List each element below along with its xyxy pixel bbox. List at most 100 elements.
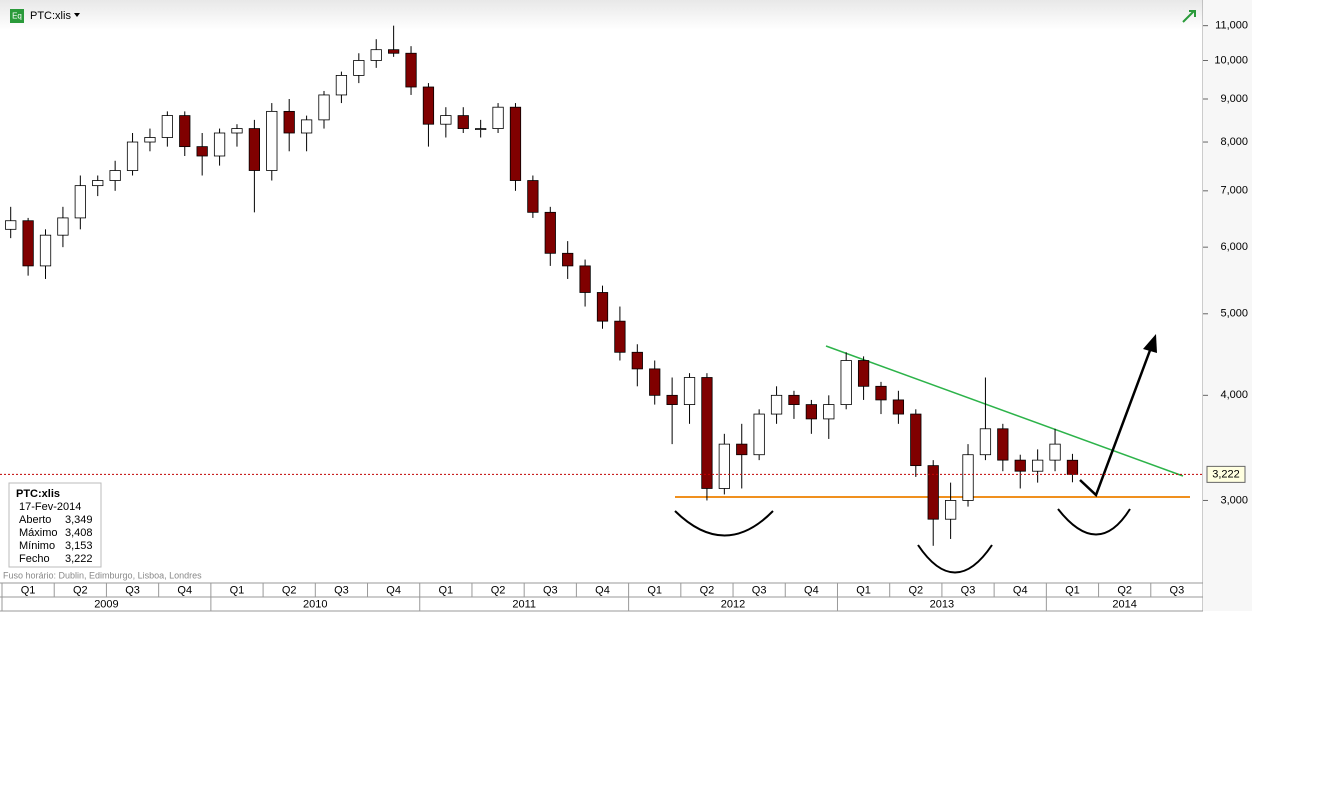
- candle-body: [997, 428, 1009, 461]
- candle-body: [388, 49, 400, 54]
- candle-body: [596, 292, 609, 322]
- candle-body: [1066, 459, 1079, 475]
- y-tick-label: 5,000: [1220, 308, 1248, 320]
- dropdown-arrow[interactable]: [74, 13, 80, 17]
- candle-body: [962, 454, 974, 501]
- info-label: Aberto: [19, 514, 51, 526]
- candle-body: [405, 52, 417, 88]
- candle-body: [1032, 459, 1044, 472]
- quarter-label: Q4: [595, 584, 610, 596]
- y-tick-label: 3,000: [1220, 494, 1248, 506]
- candle-body: [823, 404, 835, 420]
- quarter-label: Q2: [1117, 584, 1132, 596]
- shoulder-curve: [674, 510, 774, 537]
- y-tick-label: 10,000: [1214, 54, 1248, 66]
- candle-body: [770, 394, 783, 415]
- candle-body: [266, 110, 278, 171]
- candle-body: [422, 86, 435, 125]
- candle-body: [300, 119, 313, 134]
- candle-body: [788, 394, 800, 405]
- candle-body: [126, 141, 139, 171]
- arrow-head: [1143, 334, 1157, 353]
- info-value: 3,349: [65, 514, 93, 526]
- candle-body: [631, 351, 643, 370]
- quarter-label: Q3: [752, 584, 767, 596]
- candle-body: [196, 146, 208, 157]
- symbol[interactable]: PTC:xlis: [30, 10, 71, 22]
- candle-body: [370, 49, 382, 61]
- quarter-label: Q1: [21, 584, 36, 596]
- trend-icon[interactable]: [1182, 10, 1196, 23]
- candle-body: [5, 220, 17, 230]
- candle-body: [666, 394, 678, 405]
- year-label: 2010: [303, 598, 327, 610]
- last-price-box: [1206, 465, 1246, 483]
- quarter-label: Q2: [73, 584, 88, 596]
- candle-body: [840, 360, 852, 405]
- candle-body: [927, 465, 939, 520]
- info-value: 3,222: [65, 553, 93, 565]
- quarter-label: Q4: [177, 584, 192, 596]
- y-tick-label: 7,000: [1220, 185, 1248, 197]
- info-box: [8, 482, 102, 568]
- candle-body: [805, 404, 817, 420]
- candle-body: [718, 443, 730, 489]
- year-label: 2011: [512, 598, 536, 610]
- shoulder-curve: [1057, 508, 1131, 536]
- candle-body: [1049, 443, 1061, 461]
- quarter-label: Q1: [1065, 584, 1080, 596]
- y-tick-label: 9,000: [1220, 93, 1248, 105]
- head-curve: [917, 544, 993, 574]
- quarter-label: Q2: [908, 584, 923, 596]
- info-label: Fecho: [19, 553, 50, 565]
- last-price-label: 3,222: [1212, 468, 1240, 480]
- candle-body: [440, 115, 452, 125]
- info-date: 17-Fev-2014: [19, 501, 81, 513]
- candle-body: [475, 128, 487, 130]
- quarter-label: Q4: [386, 584, 401, 596]
- candle-body: [944, 500, 957, 520]
- quarter-label: Q2: [282, 584, 297, 596]
- candle-body: [527, 180, 539, 213]
- year-label: 2014: [1112, 598, 1136, 610]
- quarter-label: Q3: [334, 584, 349, 596]
- info-value: 3,408: [65, 527, 93, 539]
- quarter-label: Q1: [856, 584, 871, 596]
- candle-body: [457, 115, 469, 129]
- timezone-note: Fuso horário: Dublin, Edimburgo, Lisboa,…: [3, 570, 202, 580]
- candle-body: [892, 399, 905, 415]
- candle-body: [231, 128, 243, 134]
- candles: [5, 25, 1079, 546]
- quarter-label: Q1: [439, 584, 454, 596]
- candle-body: [57, 217, 69, 236]
- candle-body: [161, 115, 173, 138]
- icon[interactable]: [10, 9, 24, 23]
- candle-body: [144, 137, 156, 143]
- y-tick-label: 6,000: [1220, 241, 1248, 253]
- candle-body: [509, 106, 522, 181]
- arrow: [1079, 344, 1154, 498]
- candle-body: [701, 377, 713, 489]
- quarter-label: Q3: [543, 584, 558, 596]
- candle-body: [614, 320, 626, 353]
- candle-body: [318, 94, 330, 121]
- quarter-label: Q2: [491, 584, 506, 596]
- y-tick-label: 4,000: [1220, 389, 1248, 401]
- quarter-label: Q4: [1013, 584, 1028, 596]
- candle-body: [753, 413, 765, 456]
- candle-body: [109, 170, 121, 181]
- candle-body: [353, 60, 365, 76]
- candle-body: [92, 180, 104, 187]
- candle-body: [39, 234, 52, 267]
- candle-body: [649, 368, 661, 396]
- info-value: 3,153: [65, 540, 93, 552]
- candle-body: [683, 377, 696, 405]
- candle-body: [875, 385, 887, 401]
- candle-body: [1014, 459, 1026, 472]
- quarter-label: Q2: [700, 584, 715, 596]
- trend-line: [825, 345, 1184, 477]
- candle-body: [213, 132, 226, 157]
- candle-body: [283, 110, 295, 134]
